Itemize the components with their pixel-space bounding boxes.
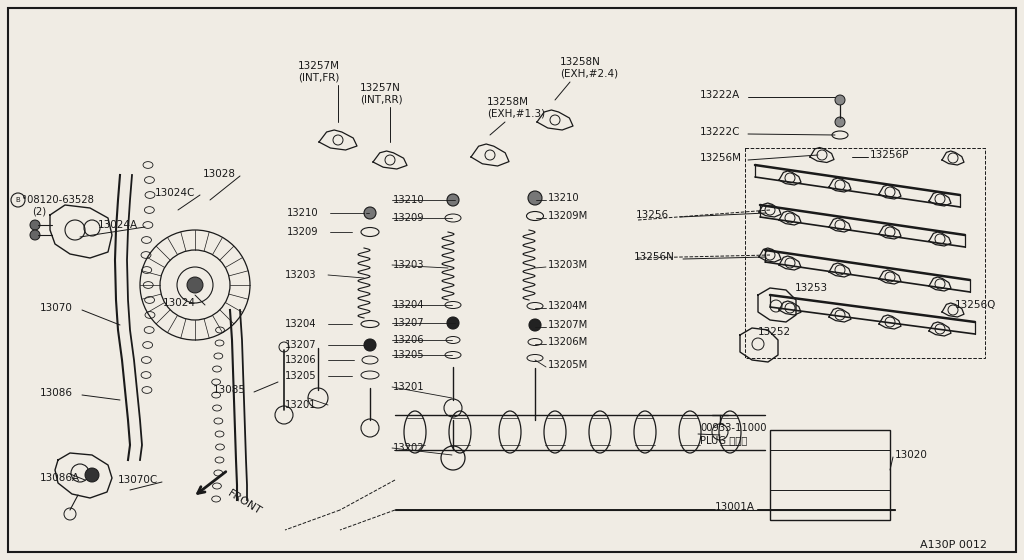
Circle shape bbox=[528, 191, 542, 205]
Text: 13086A: 13086A bbox=[40, 473, 80, 483]
Text: 13001A: 13001A bbox=[715, 502, 755, 512]
Text: 13252: 13252 bbox=[758, 327, 792, 337]
Text: 13210: 13210 bbox=[393, 195, 425, 205]
Text: 13206: 13206 bbox=[285, 355, 316, 365]
Circle shape bbox=[835, 117, 845, 127]
Text: 13222A: 13222A bbox=[700, 90, 740, 100]
Text: 13203M: 13203M bbox=[548, 260, 588, 270]
Circle shape bbox=[30, 220, 40, 230]
Text: 13024A: 13024A bbox=[98, 220, 138, 230]
Text: 13024: 13024 bbox=[163, 298, 196, 308]
Circle shape bbox=[447, 194, 459, 206]
Text: (INT,FR): (INT,FR) bbox=[298, 73, 339, 83]
Text: 13206M: 13206M bbox=[548, 337, 588, 347]
Circle shape bbox=[447, 317, 459, 329]
Text: 13256: 13256 bbox=[636, 210, 669, 220]
Circle shape bbox=[85, 468, 99, 482]
Circle shape bbox=[187, 277, 203, 293]
Text: 13070C: 13070C bbox=[118, 475, 159, 485]
Text: 13210: 13210 bbox=[548, 193, 580, 203]
Text: 13207M: 13207M bbox=[548, 320, 588, 330]
Text: 13256Q: 13256Q bbox=[955, 300, 996, 310]
Text: 13204: 13204 bbox=[393, 300, 425, 310]
Text: (EXH,#2.4): (EXH,#2.4) bbox=[560, 69, 618, 79]
Circle shape bbox=[529, 319, 541, 331]
Text: (EXH,#1.3): (EXH,#1.3) bbox=[487, 109, 545, 119]
Text: 13209: 13209 bbox=[393, 213, 425, 223]
Text: 13204: 13204 bbox=[285, 319, 316, 329]
Text: 13257N: 13257N bbox=[360, 83, 400, 93]
Circle shape bbox=[364, 339, 376, 351]
Text: 13209: 13209 bbox=[287, 227, 318, 237]
Text: 13205: 13205 bbox=[285, 371, 316, 381]
Text: 13086: 13086 bbox=[40, 388, 73, 398]
Text: 13258N: 13258N bbox=[560, 57, 601, 67]
Text: A130P 0012: A130P 0012 bbox=[920, 540, 987, 550]
Text: 13070: 13070 bbox=[40, 303, 73, 313]
Bar bbox=[745, 148, 985, 358]
Text: 00933-11000: 00933-11000 bbox=[700, 423, 767, 433]
Text: 13256M: 13256M bbox=[700, 153, 742, 163]
Text: 13253: 13253 bbox=[795, 283, 828, 293]
Text: 13085: 13085 bbox=[213, 385, 246, 395]
Text: 13258M: 13258M bbox=[487, 97, 529, 107]
Text: 13222C: 13222C bbox=[700, 127, 740, 137]
Circle shape bbox=[835, 95, 845, 105]
Text: 13203: 13203 bbox=[285, 270, 316, 280]
Text: 13209M: 13209M bbox=[548, 211, 588, 221]
Text: 13024C: 13024C bbox=[155, 188, 196, 198]
Circle shape bbox=[30, 230, 40, 240]
Text: 13205M: 13205M bbox=[548, 360, 588, 370]
Text: 13205: 13205 bbox=[393, 350, 425, 360]
Text: 13020: 13020 bbox=[895, 450, 928, 460]
Circle shape bbox=[364, 207, 376, 219]
Text: 13207: 13207 bbox=[285, 340, 316, 350]
Text: 13201: 13201 bbox=[285, 400, 316, 410]
Bar bbox=[770, 430, 890, 520]
Text: FRONT: FRONT bbox=[225, 488, 263, 516]
Text: B: B bbox=[15, 197, 20, 203]
Text: 13202: 13202 bbox=[393, 443, 425, 453]
Text: 13204M: 13204M bbox=[548, 301, 588, 311]
Text: (INT,RR): (INT,RR) bbox=[360, 95, 402, 105]
Text: 13257M: 13257M bbox=[298, 61, 340, 71]
Text: 13028: 13028 bbox=[203, 169, 236, 179]
Text: PLUG プラグ: PLUG プラグ bbox=[700, 435, 748, 445]
Text: 13210: 13210 bbox=[287, 208, 318, 218]
Text: 13201: 13201 bbox=[393, 382, 425, 392]
Text: (2): (2) bbox=[32, 207, 46, 217]
Text: 13206: 13206 bbox=[393, 335, 425, 345]
Text: °08120-63528: °08120-63528 bbox=[22, 195, 94, 205]
Text: 13207: 13207 bbox=[393, 318, 425, 328]
Text: 13256P: 13256P bbox=[870, 150, 909, 160]
Text: 13203: 13203 bbox=[393, 260, 425, 270]
Text: 13256N: 13256N bbox=[634, 252, 675, 262]
